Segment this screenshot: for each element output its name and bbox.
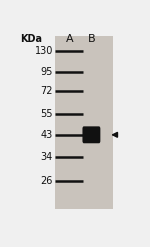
Bar [55,36,114,209]
Text: 72: 72 [40,86,53,96]
Text: 130: 130 [35,46,53,56]
Text: 43: 43 [41,130,53,140]
Text: 55: 55 [40,109,53,119]
Text: A: A [66,34,73,44]
Text: B: B [88,34,95,44]
Text: KDa: KDa [20,34,42,44]
FancyBboxPatch shape [82,126,100,143]
Text: 34: 34 [41,152,53,162]
Text: 95: 95 [41,67,53,77]
Text: 26: 26 [41,176,53,186]
